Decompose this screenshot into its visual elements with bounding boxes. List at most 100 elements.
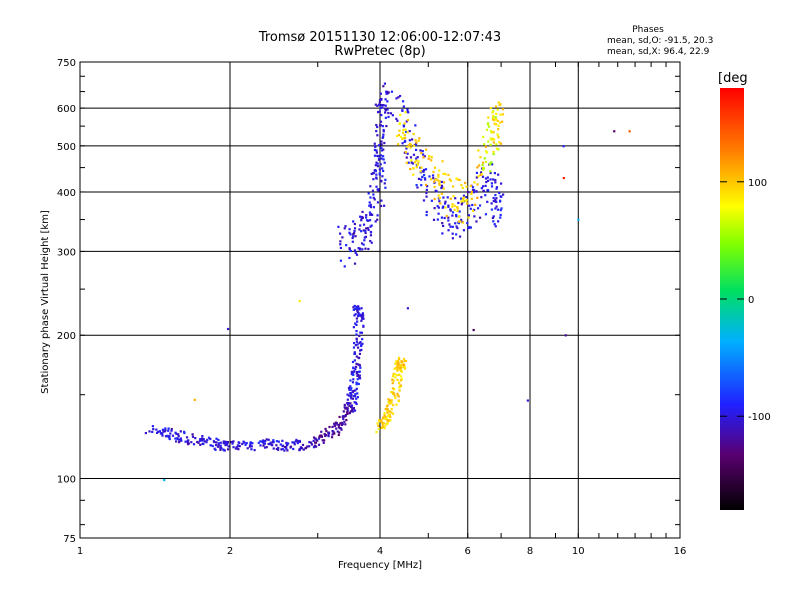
data-point xyxy=(405,161,408,164)
data-point xyxy=(465,185,468,188)
data-point xyxy=(348,228,351,231)
data-point xyxy=(364,235,368,238)
data-point xyxy=(383,161,386,164)
data-point xyxy=(385,124,388,128)
legend-title: Phases xyxy=(632,25,664,35)
data-point xyxy=(491,137,494,140)
data-point xyxy=(490,208,493,211)
data-point xyxy=(369,239,372,243)
data-point xyxy=(163,478,166,482)
data-point xyxy=(465,202,469,205)
data-point xyxy=(186,441,189,444)
data-point xyxy=(468,225,471,229)
data-point xyxy=(225,443,228,446)
data-point xyxy=(348,248,351,251)
data-point xyxy=(374,145,377,148)
data-point xyxy=(460,184,463,187)
data-point xyxy=(367,247,370,251)
data-point xyxy=(346,403,350,406)
data-point xyxy=(388,402,391,405)
data-point xyxy=(494,116,497,119)
data-point xyxy=(399,135,402,138)
data-point xyxy=(423,155,426,158)
data-point xyxy=(496,133,499,136)
data-point xyxy=(161,432,164,435)
data-point xyxy=(352,346,356,349)
data-point xyxy=(353,409,357,412)
data-point xyxy=(238,445,241,448)
data-point xyxy=(360,242,364,245)
data-point xyxy=(197,441,200,444)
data-point xyxy=(492,141,496,144)
data-point xyxy=(496,119,499,123)
data-point xyxy=(346,398,349,401)
data-point xyxy=(248,445,251,448)
data-point xyxy=(390,407,393,411)
data-point xyxy=(339,427,343,430)
data-point xyxy=(480,196,483,199)
data-point xyxy=(466,221,469,225)
x-tick-label: 1 xyxy=(77,546,83,557)
data-point xyxy=(369,203,372,206)
data-point xyxy=(473,208,476,212)
data-point xyxy=(440,180,443,184)
data-point xyxy=(358,376,361,379)
data-point xyxy=(386,100,389,103)
data-point xyxy=(448,178,451,181)
data-point xyxy=(175,432,178,435)
data-point xyxy=(454,222,457,225)
data-point xyxy=(491,216,495,220)
data-point xyxy=(479,171,483,174)
data-point xyxy=(447,173,450,177)
data-point xyxy=(337,225,340,228)
data-point xyxy=(406,145,409,148)
data-point xyxy=(361,248,364,251)
data-point xyxy=(361,316,365,319)
data-point xyxy=(420,166,423,169)
data-point xyxy=(226,448,230,451)
chart-subtitle: RwPretec (8p) xyxy=(334,44,425,59)
data-point xyxy=(404,151,407,154)
data-point xyxy=(498,121,502,124)
data-point xyxy=(384,417,387,421)
data-point xyxy=(354,389,357,392)
data-point xyxy=(351,236,354,240)
data-point xyxy=(350,394,353,397)
data-point xyxy=(487,125,491,128)
data-point xyxy=(357,356,360,359)
data-point xyxy=(499,182,503,185)
data-point xyxy=(353,351,356,354)
data-point xyxy=(495,118,498,121)
data-point xyxy=(338,424,341,427)
data-point xyxy=(384,98,387,101)
data-point xyxy=(241,442,244,446)
data-point xyxy=(375,130,378,133)
data-point xyxy=(272,439,275,442)
data-point xyxy=(353,352,356,355)
data-point xyxy=(230,440,233,444)
data-point xyxy=(242,440,245,443)
data-point xyxy=(398,389,401,392)
data-point xyxy=(344,423,347,426)
data-point xyxy=(490,202,493,205)
data-point xyxy=(333,423,336,426)
data-point xyxy=(382,158,385,161)
data-point xyxy=(415,183,418,187)
data-point xyxy=(355,340,359,343)
data-point xyxy=(358,352,362,355)
data-point xyxy=(348,256,351,260)
data-point xyxy=(384,424,387,427)
data-point xyxy=(367,219,370,222)
data-point xyxy=(472,191,476,194)
legend-o-stats: mean, sd,O: -91.5, 20.3 xyxy=(607,36,713,46)
data-point xyxy=(380,421,384,424)
data-point xyxy=(437,173,440,176)
data-point xyxy=(493,223,496,226)
data-point xyxy=(422,156,425,159)
data-point xyxy=(391,382,394,385)
data-point xyxy=(420,184,423,187)
data-point xyxy=(437,206,440,209)
data-point xyxy=(219,444,222,447)
data-point xyxy=(476,196,479,199)
data-point xyxy=(259,444,262,447)
